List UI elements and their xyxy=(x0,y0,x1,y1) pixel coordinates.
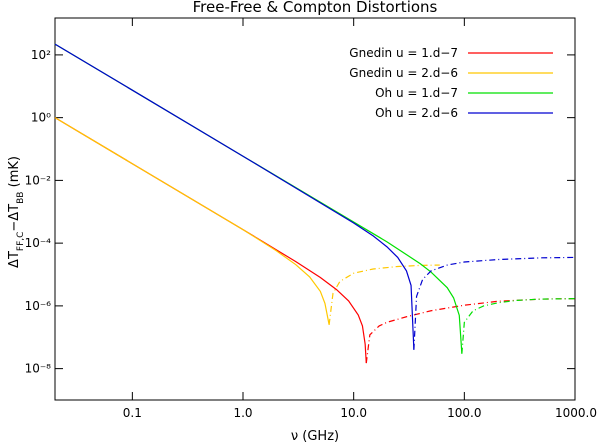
x-tick-label: 1000.0 xyxy=(555,406,597,420)
series-line-dashed xyxy=(413,256,576,350)
y-tick-label: 10² xyxy=(31,48,51,62)
plot-frame xyxy=(54,17,576,401)
y-label-sub: FF,C xyxy=(16,232,26,252)
y-tick-label: 10⁰ xyxy=(31,111,51,125)
legend-label: Oh u = 1.d−7 xyxy=(375,86,458,100)
series-line xyxy=(54,117,330,325)
legend-label: Oh u = 2.d−6 xyxy=(375,106,458,120)
y-tick-label: 10⁻⁴ xyxy=(25,236,52,250)
x-tick-label: 1.0 xyxy=(233,406,252,420)
legend-label: Gnedin u = 2.d−6 xyxy=(349,66,458,80)
y-label-part: (mK) xyxy=(7,156,22,191)
series-line xyxy=(54,117,367,364)
y-axis-label: ΔTFF,C−ΔTBB (mK) xyxy=(7,156,26,268)
chart-title: Free-Free & Compton Distortions xyxy=(193,0,438,16)
legend-label: Gnedin u = 1.d−7 xyxy=(349,46,458,60)
y-label-part: −ΔT xyxy=(7,204,22,232)
y-label-sub: BB xyxy=(16,192,26,204)
x-tick-label: 0.1 xyxy=(123,406,142,420)
series-line-dashed xyxy=(328,264,440,325)
x-tick-label: 100.0 xyxy=(447,406,481,420)
x-tick-label: 10.0 xyxy=(340,406,367,420)
y-tick-label: 10⁻⁸ xyxy=(25,362,52,376)
y-label-part: ΔT xyxy=(7,251,22,268)
series-line-dashed xyxy=(461,298,576,354)
y-tick-label: 10⁻² xyxy=(25,173,52,187)
series-line xyxy=(54,43,415,350)
x-axis-label: ν (GHz) xyxy=(291,429,339,444)
series-line-dashed xyxy=(365,298,576,364)
y-tick-label: 10⁻⁶ xyxy=(25,299,52,313)
